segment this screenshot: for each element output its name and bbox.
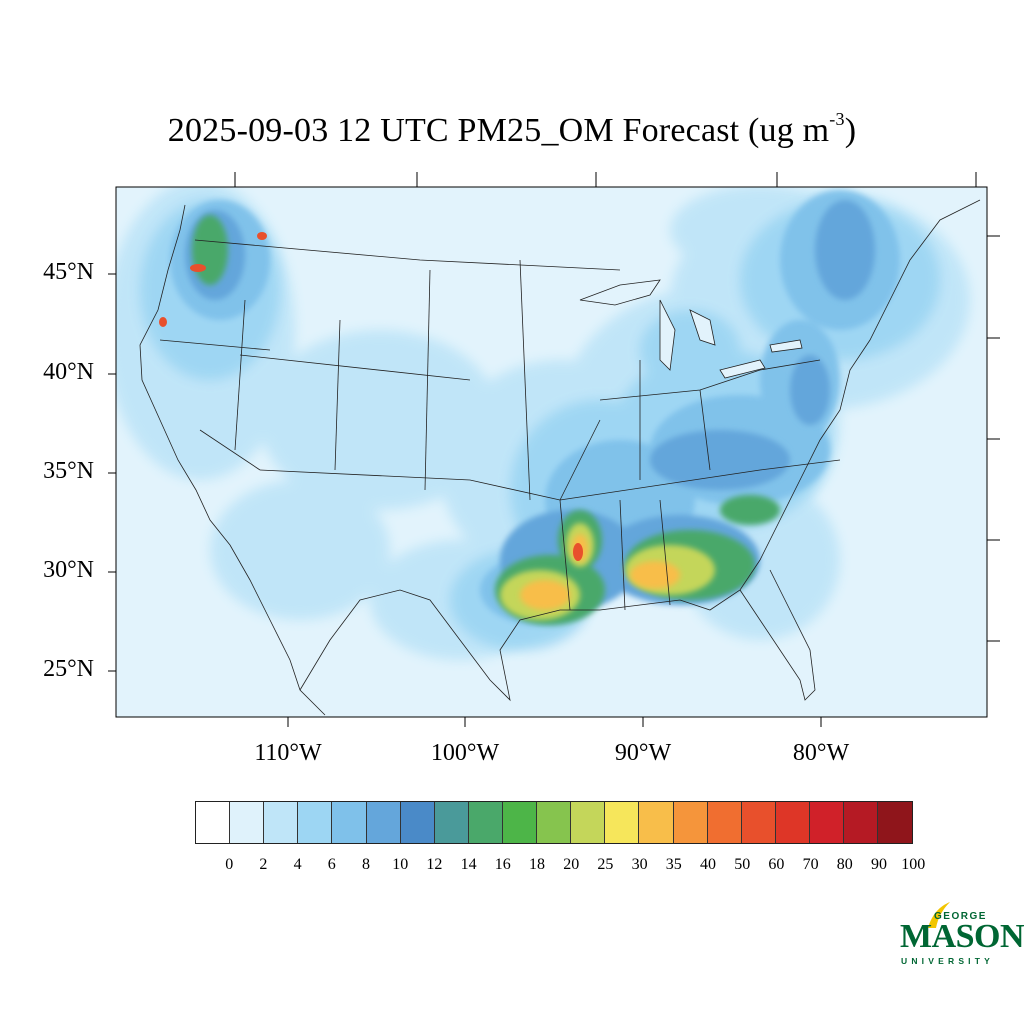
colorbar-box	[366, 802, 401, 843]
lon-label-80: 80°W	[792, 740, 850, 766]
colorbar-box	[332, 802, 367, 843]
colorbar-box	[844, 802, 879, 843]
colorbar-label: 20	[563, 856, 580, 873]
colorbar-box	[434, 802, 469, 843]
colorbar-label: 50	[734, 856, 751, 873]
tick-marks	[108, 172, 1000, 727]
colorbar-box	[639, 802, 674, 843]
colorbar-box	[605, 802, 640, 843]
colorbar-box	[673, 802, 708, 843]
lon-label-100: 100°W	[430, 740, 500, 766]
colorbar-label: 10	[392, 856, 409, 873]
colorbar-label: 18	[529, 856, 545, 873]
colorbar-box	[809, 802, 845, 843]
map-frame	[115, 186, 988, 718]
great-lakes	[579, 279, 803, 379]
colorbar-box	[468, 802, 503, 843]
title-text: 2025-09-03 12 UTC PM25_OM Forecast (ug m	[167, 112, 830, 149]
lat-label-45: 45°N	[43, 259, 94, 285]
lat-label-25: 25°N	[43, 656, 94, 682]
colorbar-label: 8	[362, 856, 370, 873]
title-close: )	[844, 112, 857, 149]
logo-flame-icon	[928, 902, 950, 928]
title-exponent: -3	[829, 108, 845, 129]
lon-label-90: 90°W	[614, 740, 672, 766]
colorbar-label: 90	[871, 856, 887, 873]
colorbar-label: 16	[494, 856, 511, 873]
logo-mason: MASON	[900, 918, 1024, 955]
gmu-logo: GEORGE MASON UNIVERSITY	[898, 900, 1024, 970]
lat-label-35: 35°N	[43, 458, 94, 484]
colorbar-label: 2	[259, 856, 268, 873]
boundaries	[139, 199, 981, 716]
colorbar-box	[230, 802, 265, 843]
colorbar-box	[196, 802, 231, 843]
colorbar-box	[537, 802, 572, 843]
concentration-hotspots	[159, 232, 583, 561]
colorbar-box	[400, 802, 435, 843]
colorbar-label: 4	[293, 856, 302, 873]
colorbar-label: 40	[700, 856, 716, 873]
colorbar-label: 6	[327, 856, 336, 873]
map-title: 2025-09-03 12 UTC PM25_OM Forecast (ug m…	[0, 108, 1024, 150]
colorbar-box	[298, 802, 333, 843]
colorbar-label: 25	[597, 856, 614, 873]
colorbar-label: 0	[225, 856, 234, 873]
colorbar-box	[264, 802, 299, 843]
colorbar-box	[775, 802, 810, 843]
lon-label-110: 110°W	[254, 740, 322, 766]
logo-george: GEORGE	[934, 911, 987, 922]
colorbar-box	[707, 802, 742, 843]
colorbar-box	[502, 802, 538, 843]
colorbar-label: 60	[768, 856, 785, 873]
colorbar-label: 30	[631, 856, 648, 873]
colorbar-label: 70	[802, 856, 819, 873]
lat-label-40: 40°N	[43, 359, 94, 385]
colorbar-label: 100	[901, 856, 926, 873]
lat-label-30: 30°N	[43, 557, 94, 583]
colorbar	[195, 801, 914, 844]
logo-university: UNIVERSITY	[901, 956, 995, 966]
colorbar-label: 12	[426, 856, 443, 873]
colorbar-label: 14	[460, 856, 477, 873]
colorbar-box	[741, 802, 776, 843]
colorbar-box	[571, 802, 606, 843]
colorbar-box	[878, 802, 913, 843]
colorbar-label: 80	[836, 856, 853, 873]
colorbar-label: 35	[665, 856, 682, 873]
